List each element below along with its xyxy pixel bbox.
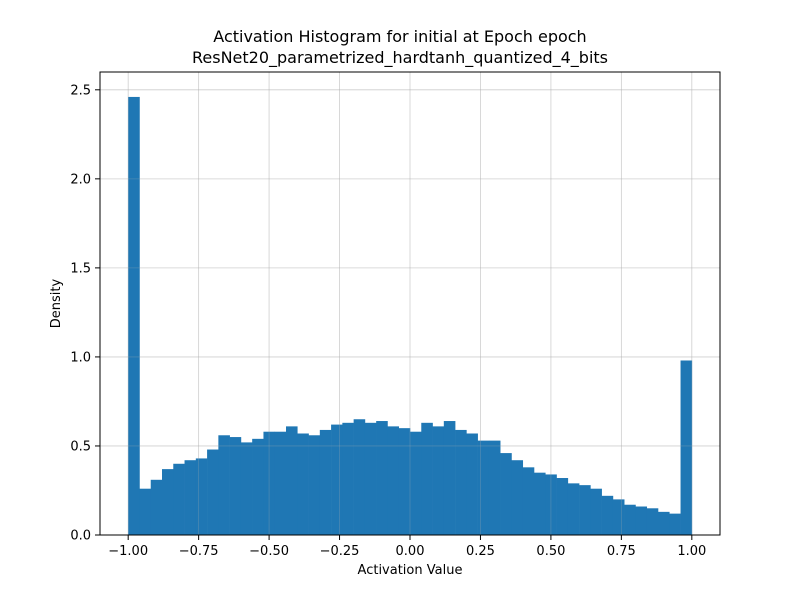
histogram-bar: [263, 431, 276, 535]
histogram-bar: [545, 474, 557, 535]
x-tick-label: 0.50: [536, 544, 565, 559]
chart-title: Activation Histogram for initial at Epoc…: [213, 27, 587, 46]
y-tick-label: 2.0: [70, 172, 91, 187]
x-tick-label: 0.75: [607, 544, 636, 559]
histogram-bar: [635, 506, 648, 535]
histogram-bar: [511, 460, 524, 535]
histogram-bar: [387, 426, 400, 535]
histogram-bar: [455, 429, 467, 535]
histogram-bar: [274, 431, 287, 535]
histogram-bar: [308, 435, 321, 535]
histogram-bar: [590, 488, 602, 535]
histogram-bar: [534, 472, 546, 535]
histogram-bar: [376, 421, 388, 535]
x-tick-label: −0.25: [320, 544, 360, 559]
histogram-bar: [556, 478, 569, 535]
x-tick-label: 1.00: [677, 544, 706, 559]
histogram-bar: [432, 426, 445, 535]
histogram-bar: [612, 499, 625, 535]
ticks-layer: −1.00 −0.75 −0.50 −0.25 0.00 0.25 0.50 0.75 1.00…: [70, 83, 706, 559]
histogram-bar: [488, 440, 501, 535]
histogram-bar: [150, 479, 163, 535]
x-tick-label: −0.50: [249, 544, 289, 559]
histogram-bar: [477, 440, 490, 535]
histogram-bar: [601, 495, 614, 535]
histogram-bar: [162, 469, 174, 535]
histogram-bar: [184, 460, 197, 535]
histogram-bar: [297, 433, 309, 535]
histogram-bar: [410, 431, 422, 535]
x-tick-label: −0.75: [179, 544, 219, 559]
x-tick-label: 0.25: [466, 544, 495, 559]
y-tick-label: 1.5: [70, 261, 91, 276]
histogram-bar: [443, 421, 456, 535]
histogram-bar: [500, 453, 512, 535]
y-tick-label: 2.5: [70, 83, 91, 98]
histogram-bar: [398, 428, 411, 535]
histogram-bar: [128, 96, 140, 535]
histogram-bar: [240, 442, 253, 535]
histogram-bar: [646, 508, 659, 535]
histogram-bar: [342, 422, 354, 535]
y-tick-label: 0.0: [70, 529, 91, 544]
histogram-bar: [319, 429, 332, 535]
histogram-bar: [364, 422, 377, 535]
x-tick-label: 0.00: [396, 544, 425, 559]
histogram-bar: [658, 511, 670, 535]
bars-layer: [100, 72, 720, 536]
y-tick-label: 1.0: [70, 350, 91, 365]
histogram-bar: [252, 438, 264, 535]
histogram-bar: [229, 437, 242, 535]
histogram-bar: [207, 449, 219, 535]
chart-subtitle: ResNet20_parametrized_hardtanh_quantized…: [192, 48, 608, 67]
y-tick-label: 0.5: [70, 439, 91, 454]
histogram-bar: [680, 360, 693, 535]
x-tick-label: −1.00: [108, 544, 148, 559]
y-axis-label: Density: [49, 278, 64, 328]
histogram-bar: [353, 419, 366, 535]
histogram-bar: [421, 422, 433, 535]
histogram-bar: [139, 488, 152, 535]
histogram-bar: [466, 433, 478, 535]
histogram-bar: [579, 485, 591, 535]
histogram-bar: [624, 504, 636, 535]
histogram-bar: [522, 467, 535, 535]
histogram-bar: [195, 458, 208, 535]
histogram-bar: [331, 424, 343, 535]
histogram-bar: [173, 463, 185, 535]
x-axis-label: Activation Value: [358, 563, 463, 578]
histogram-bar: [286, 426, 298, 535]
histogram-bar: [218, 435, 230, 535]
histogram-bar: [567, 483, 580, 535]
histogram-bar: [669, 513, 681, 535]
